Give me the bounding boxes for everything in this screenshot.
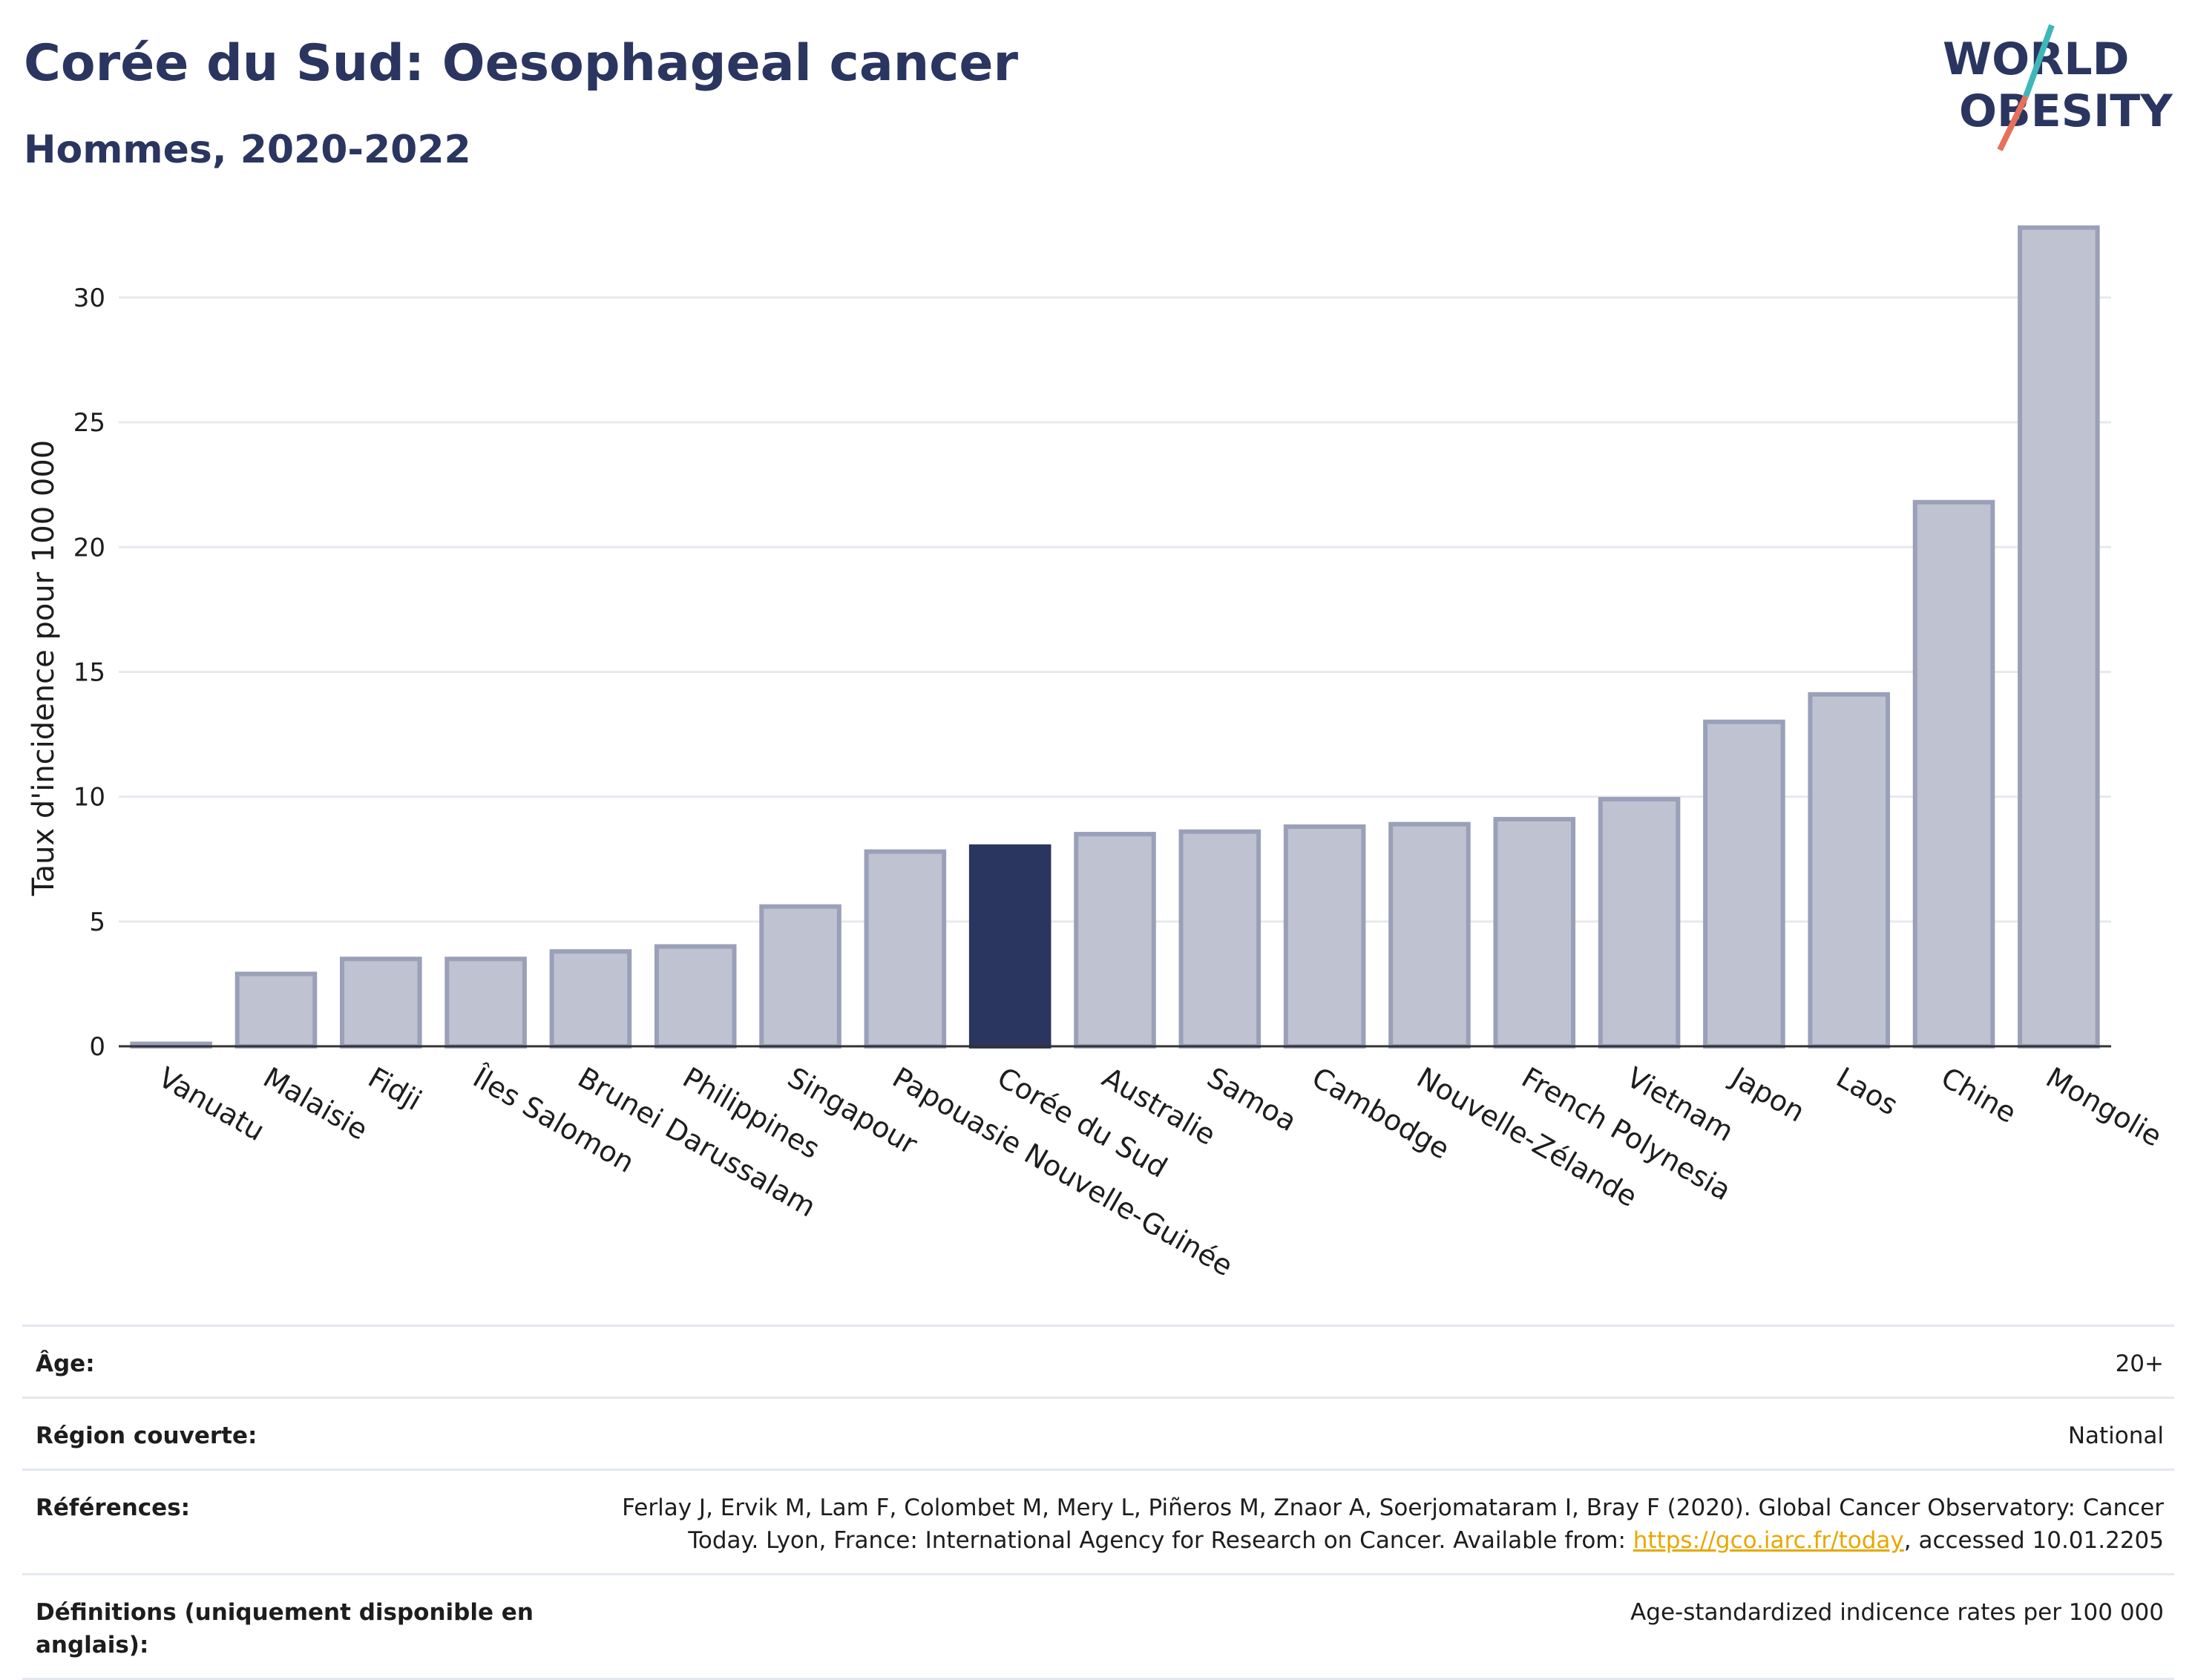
bar bbox=[1703, 719, 1785, 1049]
y-tick-label: 0 bbox=[89, 1032, 105, 1062]
info-row-definitions: Définitions (uniquement disponible en an… bbox=[22, 1573, 2174, 1680]
bar bbox=[549, 949, 632, 1049]
logo-slash-teal bbox=[2023, 24, 2055, 98]
bars bbox=[130, 225, 2100, 1049]
bar bbox=[234, 971, 318, 1049]
info-table: Âge: 20+ Région couverte: National Référ… bbox=[22, 1325, 2174, 1680]
age-label: Âge: bbox=[36, 1351, 95, 1377]
logo-slash-red bbox=[1997, 95, 2029, 151]
axes: 0 5 10 15 20 25 30 bbox=[73, 283, 2111, 1062]
bar-highlight bbox=[968, 844, 1051, 1049]
bar bbox=[1283, 824, 1366, 1049]
references-link[interactable]: https://gco.iarc.fr/today bbox=[1633, 1527, 1904, 1554]
bar bbox=[340, 957, 422, 1049]
y-tick-label: 5 bbox=[89, 908, 105, 937]
region-value: National bbox=[2067, 1423, 2164, 1449]
bar bbox=[1178, 829, 1261, 1049]
bar bbox=[759, 904, 841, 1049]
world-obesity-logo: WORLD OBESITY bbox=[1943, 24, 2173, 151]
chart-subtitle: Hommes, 2020-2022 bbox=[24, 128, 471, 172]
bar bbox=[444, 957, 527, 1049]
references-text: Ferlay J, Ervik M, Lam F, Colombet M, Me… bbox=[622, 1494, 2164, 1554]
references-suffix: , accessed 10.01.2205 bbox=[1903, 1527, 2164, 1554]
bar bbox=[2018, 225, 2100, 1049]
x-tick-label: Chine bbox=[1936, 1061, 2022, 1129]
bar bbox=[1388, 821, 1471, 1049]
bar bbox=[1912, 499, 1995, 1049]
bar bbox=[1808, 692, 1890, 1049]
references-label: Références: bbox=[36, 1494, 191, 1521]
x-tick-label: Fidji bbox=[363, 1061, 427, 1118]
bar bbox=[1493, 816, 1576, 1049]
info-row-references: Références: Ferlay J, Ervik M, Lam F, Co… bbox=[22, 1469, 2174, 1573]
region-label: Région couverte: bbox=[36, 1423, 257, 1449]
x-tick-label: Mongolie bbox=[2041, 1061, 2168, 1153]
info-row-age: Âge: 20+ bbox=[22, 1325, 2174, 1397]
y-tick-label: 25 bbox=[73, 408, 105, 438]
bar bbox=[864, 849, 947, 1049]
bar bbox=[654, 944, 737, 1049]
y-tick-label: 15 bbox=[73, 657, 105, 687]
x-tick-label: Malaisie bbox=[257, 1061, 373, 1146]
y-tick-label: 20 bbox=[73, 533, 105, 562]
chart-title: Corée du Sud: Oesophageal cancer bbox=[24, 34, 1019, 93]
x-tick-label: Vanuatu bbox=[153, 1061, 270, 1147]
age-value: 20+ bbox=[2115, 1351, 2164, 1377]
y-tick-label: 30 bbox=[73, 283, 105, 313]
y-axis-label: Taux d'incidence pour 100 000 bbox=[27, 440, 61, 896]
references-value: Ferlay J, Ervik M, Lam F, Colombet M, Me… bbox=[546, 1492, 2164, 1557]
y-tick-label: 10 bbox=[73, 783, 105, 813]
logo-text-obesity: OBESITY bbox=[1959, 85, 2173, 137]
info-row-region: Région couverte: National bbox=[22, 1397, 2174, 1469]
bar bbox=[1074, 832, 1156, 1049]
x-tick-label: Laos bbox=[1831, 1061, 1903, 1122]
definitions-label: Définitions (uniquement disponible en an… bbox=[36, 1599, 534, 1658]
definitions-value: Age-standardized indicence rates per 100… bbox=[1630, 1599, 2164, 1626]
bar bbox=[1598, 797, 1681, 1049]
